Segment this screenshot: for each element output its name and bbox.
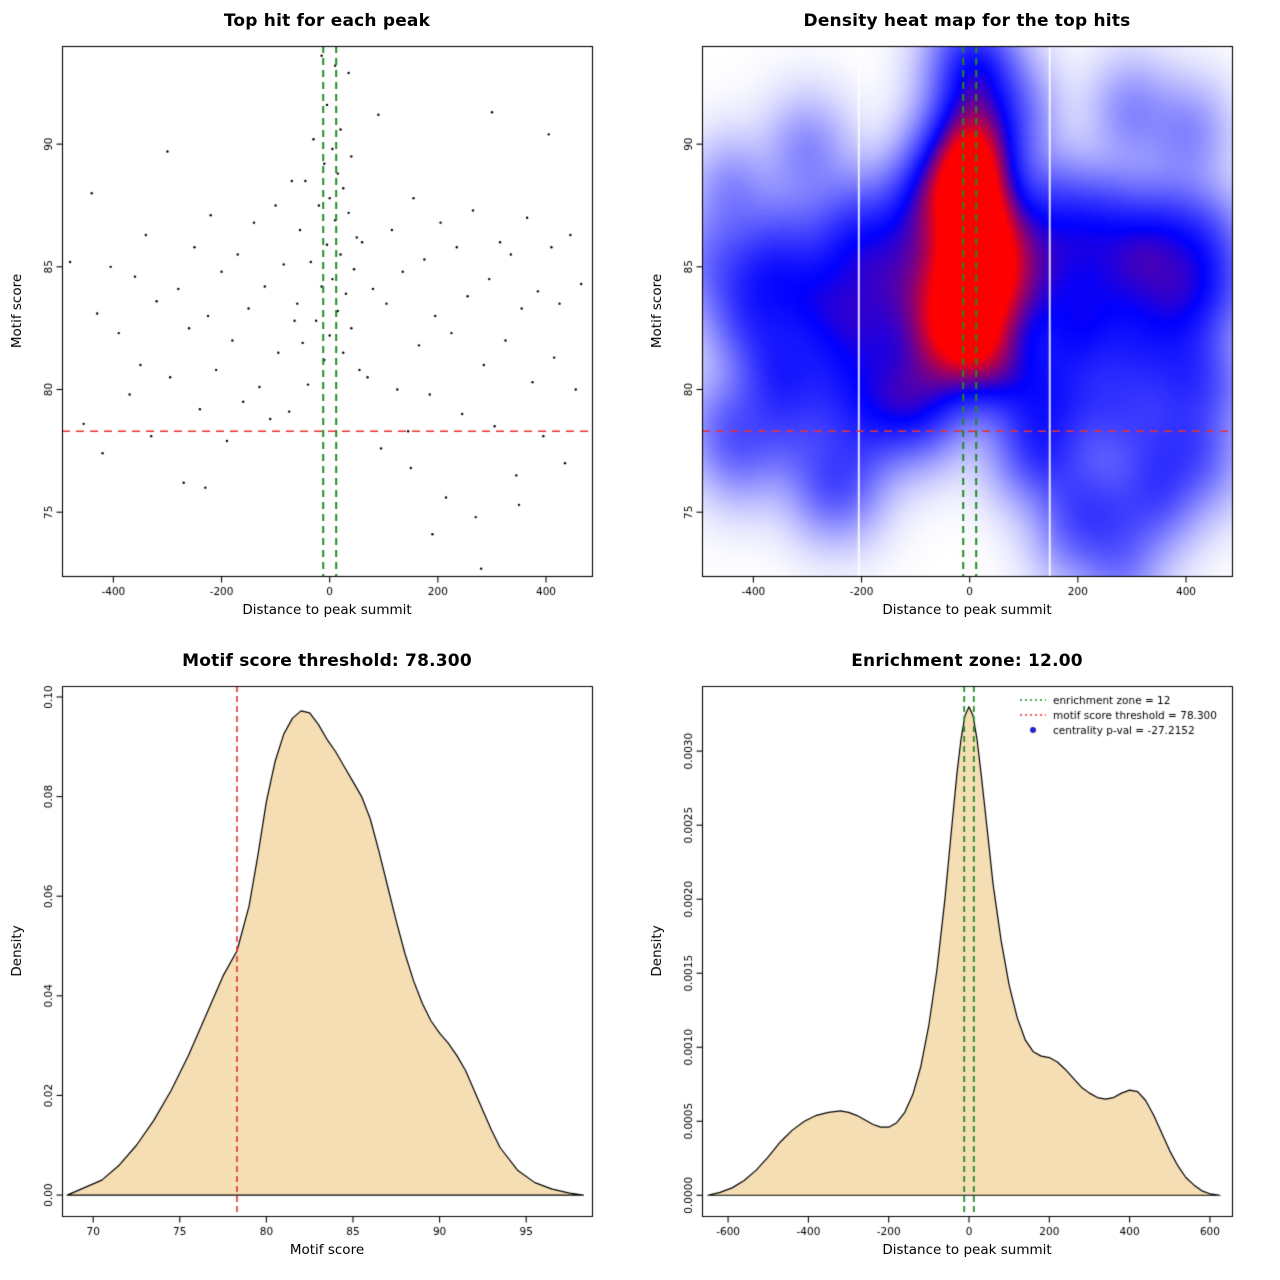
chart-title: Motif score threshold: 78.300: [182, 651, 472, 671]
scatter-plot-canvas: [0, 0, 640, 640]
enrichment-zone-density-canvas: [640, 640, 1280, 1280]
heatmap-canvas: [640, 0, 1280, 640]
x-axis-label: Distance to peak summit: [882, 1242, 1052, 1258]
x-axis-label: Distance to peak summit: [882, 602, 1052, 618]
y-axis-label: Motif score: [9, 273, 25, 349]
chart-title: Top hit for each peak: [223, 11, 431, 31]
x-axis-label: Distance to peak summit: [242, 602, 412, 618]
y-axis-label: Density: [649, 925, 665, 977]
panel-motif-score-density: Motif score threshold: 78.300 Density Mo…: [0, 640, 640, 1280]
panel-top-hits-scatter: Top hit for each peak Motif score Distan…: [0, 0, 640, 640]
y-axis-label: Density: [9, 925, 25, 977]
y-axis-label: Motif score: [649, 273, 665, 349]
panel-enrichment-zone-density: Enrichment zone: 12.00 Density Distance …: [640, 640, 1280, 1280]
x-axis-label: Motif score: [289, 1242, 365, 1258]
motif-score-density-canvas: [0, 640, 640, 1280]
chart-title: Density heat map for the top hits: [803, 11, 1131, 31]
chart-title: Enrichment zone: 12.00: [851, 651, 1083, 671]
panel-top-hits-heatmap: Density heat map for the top hits Motif …: [640, 0, 1280, 640]
